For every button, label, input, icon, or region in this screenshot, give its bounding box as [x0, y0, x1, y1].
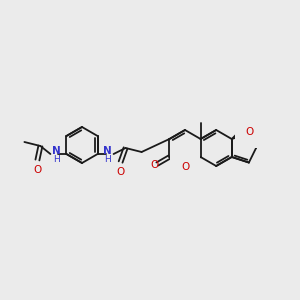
Text: H: H: [104, 154, 111, 164]
Text: O: O: [116, 167, 125, 177]
Text: N: N: [103, 146, 112, 156]
Text: O: O: [33, 165, 41, 175]
Text: N: N: [52, 146, 61, 156]
Text: O: O: [181, 162, 189, 172]
Text: H: H: [53, 154, 60, 164]
Text: O: O: [151, 160, 159, 170]
Text: O: O: [246, 128, 254, 137]
